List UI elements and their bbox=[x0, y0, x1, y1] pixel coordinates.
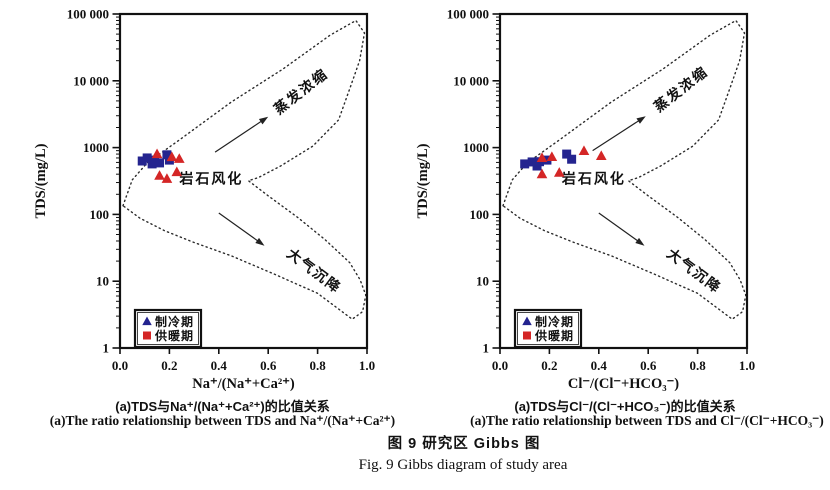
gibbs-boundary bbox=[502, 19, 747, 321]
data-point-square bbox=[150, 155, 160, 165]
y-axis-title: TDS/(mg/L) bbox=[33, 143, 49, 218]
legend-label: 供暖期 bbox=[534, 328, 574, 343]
precipitation-label: 大气沉降 bbox=[664, 245, 725, 296]
evaporation-arrow bbox=[592, 118, 642, 152]
data-point-square bbox=[527, 157, 537, 167]
y-tick-label: 1000 bbox=[463, 140, 489, 155]
arrow-head-icon bbox=[255, 237, 265, 246]
y-tick-label: 10 bbox=[476, 274, 489, 289]
data-point-square bbox=[155, 158, 165, 168]
legend-marker-square-icon bbox=[523, 331, 531, 340]
y-tick-label: 100 000 bbox=[447, 7, 489, 22]
data-point-triangle bbox=[536, 168, 548, 179]
x-tick-label: 0.6 bbox=[260, 358, 277, 373]
data-point-square bbox=[162, 150, 172, 160]
y-tick-label: 10 000 bbox=[453, 73, 489, 88]
x-tick-label: 0.4 bbox=[591, 358, 608, 373]
x-axis-title: Na⁺/(Na⁺+Ca²⁺) bbox=[192, 376, 295, 392]
legend-box bbox=[133, 308, 203, 349]
x-tick-label: 0.2 bbox=[161, 358, 177, 373]
left-caption-en: (a)The ratio relationship between TDS an… bbox=[49, 413, 396, 428]
y-tick-label: 100 bbox=[90, 207, 110, 222]
arrow-head-icon bbox=[258, 116, 269, 125]
left-caption-cn: (a)TDS与Na⁺/(Na⁺+Ca²⁺)的比值关系 bbox=[115, 399, 330, 414]
data-point-triangle bbox=[536, 152, 548, 162]
data-point-triangle bbox=[166, 151, 178, 162]
x-axis-title: Cl⁻/(Cl⁻+HCO₃⁻) bbox=[568, 376, 679, 392]
plot-frame bbox=[498, 12, 749, 350]
precipitation-arrow bbox=[598, 212, 640, 243]
data-point-triangle bbox=[595, 150, 607, 160]
x-tick-label: 1.0 bbox=[739, 358, 755, 373]
legend-box-inner bbox=[517, 312, 579, 345]
legend-box-inner bbox=[137, 312, 199, 345]
figure-title-en: Fig. 9 Gibbs diagram of study area bbox=[358, 457, 568, 473]
legend-marker-square-icon bbox=[143, 331, 151, 340]
data-point-square bbox=[562, 149, 572, 159]
x-tick-label: 0.8 bbox=[309, 358, 326, 373]
data-point-square bbox=[142, 153, 152, 163]
rock-weathering-label: 岩石风化 bbox=[561, 171, 626, 187]
data-point-square bbox=[542, 155, 552, 165]
legend-box bbox=[513, 308, 583, 349]
precipitation-arrow bbox=[218, 212, 260, 243]
evaporation-arrow bbox=[214, 119, 264, 153]
legend-label: 制冷期 bbox=[535, 314, 574, 329]
data-point-triangle bbox=[578, 145, 590, 156]
plot-frame bbox=[118, 12, 369, 350]
data-point-triangle bbox=[171, 166, 183, 177]
legend-label: 供暖期 bbox=[154, 328, 194, 343]
data-point-triangle bbox=[546, 151, 558, 161]
y-axis-title: TDS/(mg/L) bbox=[415, 143, 431, 218]
x-tick-label: 0.8 bbox=[689, 358, 706, 373]
x-tick-label: 0.0 bbox=[112, 358, 128, 373]
data-point-triangle bbox=[173, 153, 185, 163]
x-tick-label: 0.4 bbox=[211, 358, 228, 373]
legend-marker-triangle-icon bbox=[522, 316, 532, 326]
figure-title-cn: 图 9 研究区 Gibbs 图 bbox=[387, 436, 541, 452]
right-caption-en: (a)The ratio relationship between TDS an… bbox=[470, 413, 824, 428]
data-point-square bbox=[137, 156, 147, 166]
right-caption-cn: (a)TDS与Cl⁻/(Cl⁻+HCO₃⁻)的比值关系 bbox=[514, 399, 736, 414]
arrow-head-icon bbox=[635, 237, 645, 246]
evaporation-label: 蒸发浓缩 bbox=[271, 65, 331, 117]
y-tick-label: 1000 bbox=[83, 140, 109, 155]
precipitation-label: 大气沉降 bbox=[284, 245, 345, 296]
legend-label: 制冷期 bbox=[155, 314, 194, 329]
y-tick-label: 10 000 bbox=[73, 73, 109, 88]
x-tick-label: 0.0 bbox=[492, 358, 508, 373]
data-point-triangle bbox=[151, 148, 163, 159]
legend-marker-triangle-icon bbox=[142, 316, 152, 326]
y-tick-label: 100 bbox=[470, 207, 490, 222]
data-point-triangle bbox=[154, 170, 165, 180]
rock-weathering-label: 岩石风化 bbox=[178, 171, 243, 187]
x-tick-label: 0.2 bbox=[541, 358, 557, 373]
gibbs-boundary bbox=[122, 19, 367, 321]
y-tick-label: 10 bbox=[96, 274, 109, 289]
data-point-square bbox=[567, 154, 577, 164]
x-tick-label: 0.6 bbox=[640, 358, 657, 373]
data-point-square bbox=[520, 159, 530, 169]
x-tick-label: 1.0 bbox=[359, 358, 375, 373]
y-tick-label: 1 bbox=[103, 341, 110, 356]
y-tick-label: 100 000 bbox=[67, 7, 109, 22]
data-point-triangle bbox=[161, 173, 173, 183]
y-tick-label: 1 bbox=[483, 341, 490, 356]
arrow-head-icon bbox=[636, 116, 646, 124]
data-point-triangle bbox=[553, 167, 565, 177]
